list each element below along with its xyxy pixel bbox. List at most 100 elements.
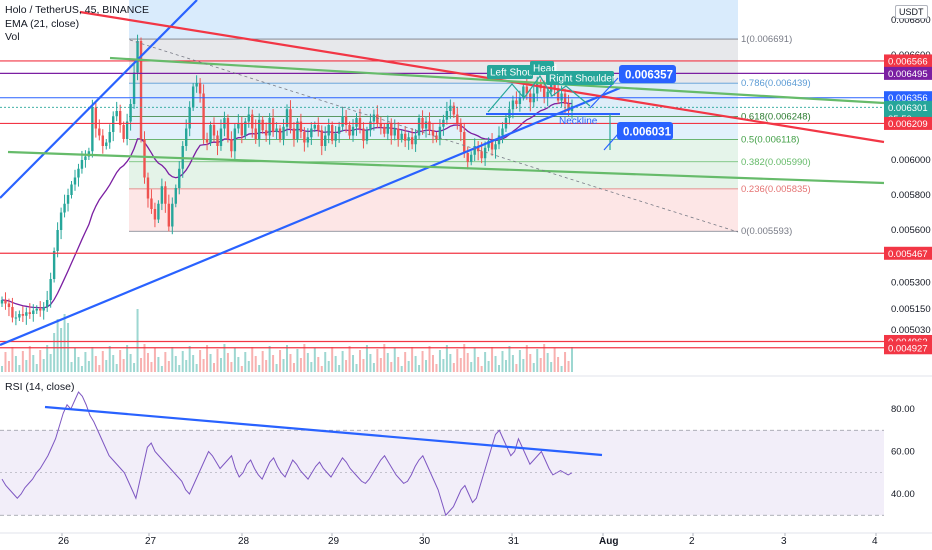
volume-bar xyxy=(230,362,233,372)
candle-body xyxy=(70,184,73,195)
volume-bar xyxy=(240,366,243,372)
volume-bar xyxy=(49,354,52,372)
candle-body xyxy=(296,121,299,139)
rsi-tick-label: 40.00 xyxy=(891,489,915,500)
candle-body xyxy=(233,128,237,152)
volume-bar xyxy=(115,364,118,372)
candle-body xyxy=(522,86,525,97)
volume-bar xyxy=(334,356,337,372)
candle-body xyxy=(494,144,497,150)
candle-body xyxy=(483,147,487,159)
candle-body xyxy=(320,130,323,146)
candle-body xyxy=(216,135,219,146)
volume-bar xyxy=(438,350,441,372)
candle-body xyxy=(14,317,18,319)
volume-bar xyxy=(564,352,567,372)
candle-body xyxy=(59,212,63,230)
candle-body xyxy=(459,123,462,132)
price-tick-label: 0.005600 xyxy=(891,225,931,236)
candle-body xyxy=(25,312,28,316)
price-tick-label: 0.005030 xyxy=(891,325,931,336)
price-tag: 0.006566 xyxy=(888,56,928,67)
volume-bar xyxy=(119,350,122,372)
currency-badge[interactable]: USDT xyxy=(895,5,928,19)
candle-body xyxy=(397,128,400,139)
candle-body xyxy=(18,314,21,318)
volume-bar xyxy=(449,354,452,372)
volume-bar xyxy=(362,359,365,372)
candle-body xyxy=(122,125,125,139)
volume-bar xyxy=(463,344,466,372)
volume-bar xyxy=(536,349,539,372)
candle-body xyxy=(428,121,431,131)
volume-bar xyxy=(28,346,31,372)
volume-bar xyxy=(275,364,278,372)
volume-bar xyxy=(42,359,45,372)
volume-bar xyxy=(199,350,202,372)
candle-body xyxy=(414,135,417,145)
candle-body xyxy=(153,209,157,220)
trendline-blue-support xyxy=(0,86,621,347)
candle-body xyxy=(511,100,515,110)
volume-bar xyxy=(21,351,24,372)
candle-body xyxy=(94,107,98,129)
volume-bar xyxy=(140,358,143,372)
fib-level-label: 0.786(0.006439) xyxy=(741,78,811,89)
volume-bar xyxy=(515,364,518,372)
candle-body xyxy=(240,123,244,136)
candle-body xyxy=(400,133,403,139)
volume-bar xyxy=(268,346,271,372)
price-tick-label: 0.005800 xyxy=(891,190,931,201)
candle-body xyxy=(219,128,223,146)
candle-body xyxy=(330,125,334,141)
candle-body xyxy=(355,118,358,127)
time-tick-label: 29 xyxy=(328,536,340,547)
right-shoulder-label-bg xyxy=(546,71,614,85)
volume-bar xyxy=(46,345,49,372)
time-tick-label: 27 xyxy=(145,536,157,547)
candle-body xyxy=(463,132,466,153)
volume-bar xyxy=(508,346,511,372)
price-tick-label: 0.005150 xyxy=(891,304,931,315)
volume-bar xyxy=(560,366,563,372)
volume-bar xyxy=(498,365,501,372)
volume-bar xyxy=(365,345,368,372)
price-tag: 0.006356 xyxy=(888,93,928,104)
volume-bar xyxy=(459,358,462,372)
fib-level-label: 0.382(0.005990) xyxy=(741,157,811,168)
candle-body xyxy=(334,133,337,141)
volume-bar xyxy=(470,362,473,372)
time-tick-label: 3 xyxy=(781,536,787,547)
volume-bar xyxy=(317,357,320,372)
candle-body xyxy=(282,126,285,139)
volume-bar xyxy=(77,357,80,372)
volume-bar xyxy=(484,352,487,372)
right-shoulder-label: Right Shoulder xyxy=(549,74,616,85)
volume-bar xyxy=(546,353,549,372)
volume-bar xyxy=(282,359,285,372)
price-tag-bg xyxy=(884,116,932,130)
volume-bar xyxy=(80,366,83,372)
price-tag: 0.006301 xyxy=(888,103,928,114)
candle-body xyxy=(372,114,376,122)
volume-legend: Vol xyxy=(5,31,20,43)
candle-body xyxy=(171,203,174,227)
volume-bar xyxy=(518,350,521,372)
volume-bar xyxy=(393,348,396,372)
candle-body xyxy=(132,72,136,104)
candle-body xyxy=(362,128,365,141)
candle-body xyxy=(115,111,118,117)
volume-bar xyxy=(63,314,66,372)
price-tick-label: 0.006000 xyxy=(891,155,931,166)
candle-body xyxy=(403,133,407,141)
price-tag-bg xyxy=(884,66,932,80)
candle-body xyxy=(379,123,383,127)
candle-body xyxy=(438,126,442,139)
candle-body xyxy=(167,203,171,227)
volume-bar xyxy=(442,359,445,372)
volume-bar xyxy=(310,362,313,372)
volume-bar xyxy=(543,344,546,372)
volume-bar xyxy=(94,356,97,372)
volume-bar xyxy=(553,348,556,372)
